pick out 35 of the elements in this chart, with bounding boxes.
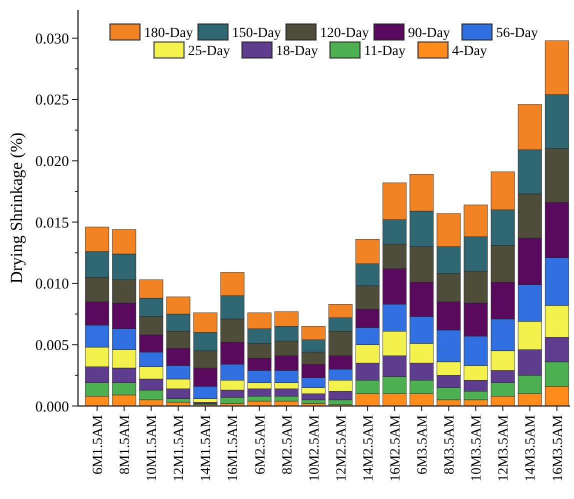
x-tick-label: 12M3.5AM — [496, 414, 512, 482]
x-tick-label: 8M1.5AM — [118, 414, 134, 475]
x-tick-label: 16M2.5AM — [388, 414, 404, 482]
y-tick-label: 0.005 — [35, 338, 69, 354]
y-tick-label: 0.030 — [35, 31, 69, 48]
y-tick-label: 0.000 — [35, 399, 69, 416]
x-tick-label: 10M3.5AM — [470, 414, 485, 482]
x-tick-label: 6M3.5AM — [416, 414, 431, 475]
x-tick-label: 12M1.5AM — [172, 414, 188, 482]
legend-label: 180-Day — [144, 26, 193, 41]
y-axis-title: Drying Shrinkage (%) — [7, 132, 26, 284]
x-tick-label: 8M2.5AM — [280, 414, 296, 475]
x-tick-label: 6M2.5AM — [253, 414, 268, 475]
x-tick-label: 14M2.5AM — [361, 414, 376, 482]
x-tick-label: 16M3.5AM — [550, 414, 566, 482]
x-tick-label: 8M3.5AM — [442, 414, 458, 475]
x-tick-label: 10M2.5AM — [307, 414, 322, 482]
legend-label: 11-Day — [364, 44, 406, 59]
y-tick-label: 0.025 — [35, 92, 69, 109]
legend-label: 4-Day — [452, 44, 487, 59]
legend-label: 25-Day — [188, 44, 230, 59]
legend-label: 150-Day — [232, 26, 281, 41]
y-tick-label: 0.015 — [35, 215, 69, 232]
x-tick-label: 6M1.5AM — [91, 414, 106, 475]
legend-label: 90-Day — [408, 26, 450, 41]
legend-label: 56-Day — [496, 26, 538, 41]
x-tick-label: 16M1.5AM — [226, 414, 242, 482]
x-tick-label: 12M2.5AM — [334, 414, 350, 482]
legend-label: 120-Day — [320, 26, 369, 41]
legend-label: 18-Day — [276, 44, 318, 59]
y-tick-label: 0.010 — [35, 276, 69, 293]
x-tick-label: 10M1.5AM — [145, 414, 160, 482]
x-tick-label: 14M3.5AM — [524, 414, 539, 482]
x-tick-label: 14M1.5AM — [199, 414, 214, 482]
y-tick-label: 0.020 — [35, 154, 69, 170]
